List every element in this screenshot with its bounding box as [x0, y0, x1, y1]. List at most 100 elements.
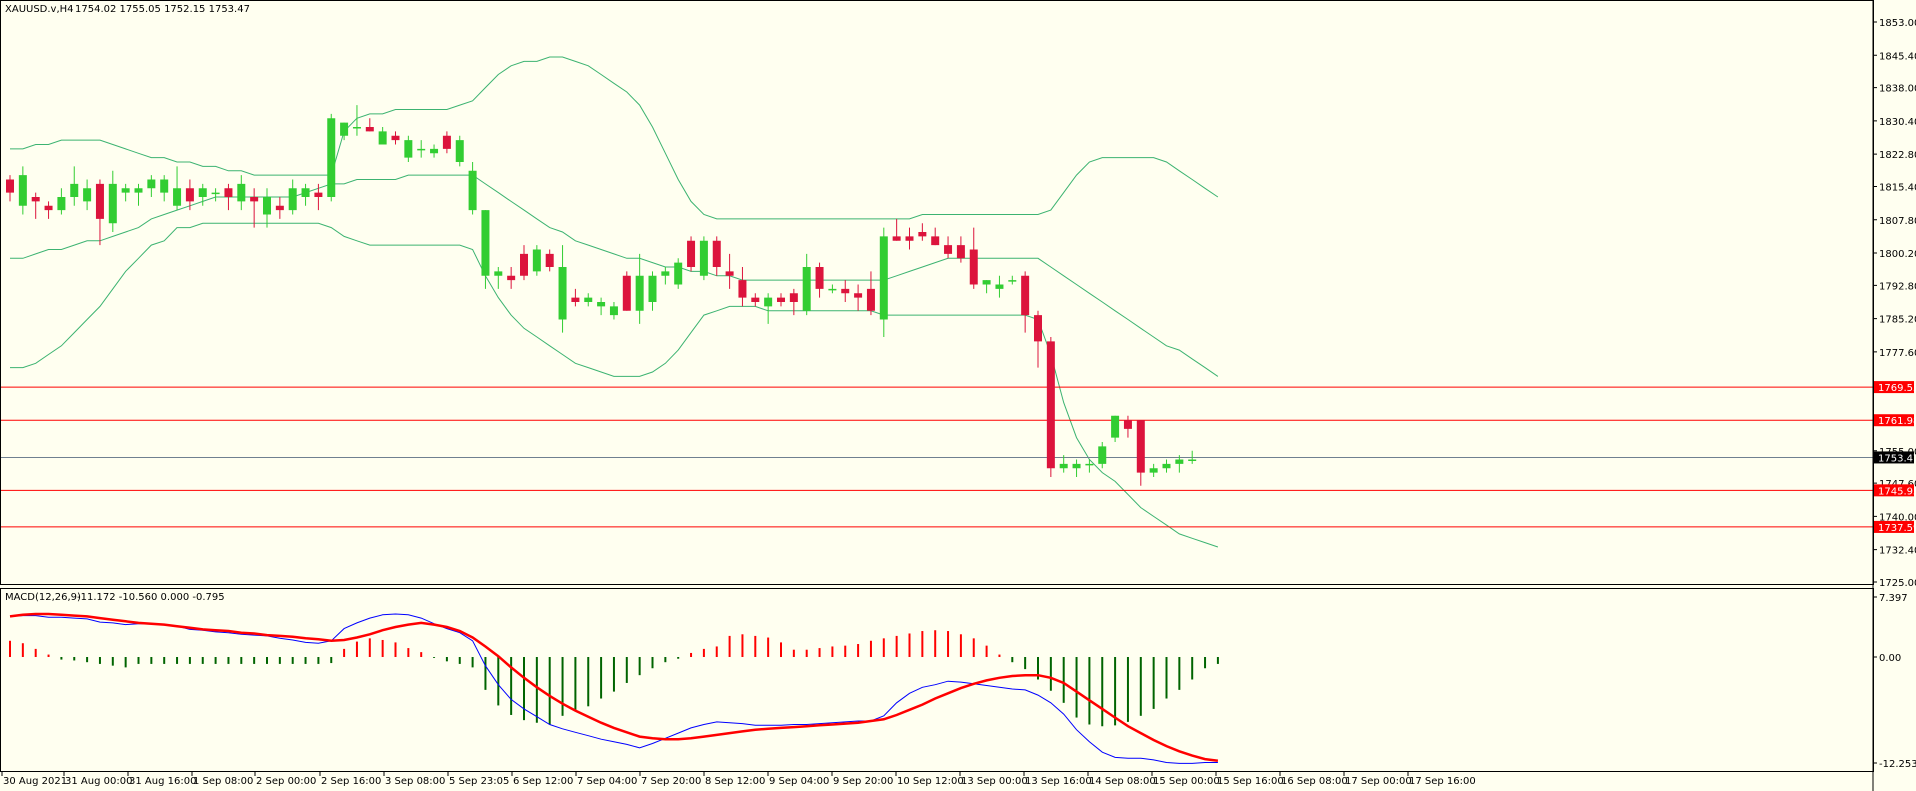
candle-body: [44, 205, 53, 211]
candle-body: [404, 140, 413, 158]
current-price-tag: [1874, 451, 1914, 464]
candle-body: [31, 197, 40, 202]
candle-body: [918, 232, 927, 237]
time-tick-label: 2 Sep 16:00: [321, 776, 381, 787]
level-price-tag: [1874, 484, 1914, 497]
candle-body: [520, 253, 528, 276]
candle-body: [597, 302, 606, 307]
candle-body: [301, 188, 310, 197]
time-tick-label: 31 Aug 00:00: [65, 776, 132, 787]
candle-body: [1188, 459, 1197, 461]
candle-body: [738, 280, 747, 298]
macd-tick-label: 7.397: [1879, 593, 1908, 604]
candle-body: [1111, 415, 1120, 438]
candle-body: [430, 148, 439, 154]
candle-body: [982, 280, 991, 285]
price-tick-label: 1785.20: [1879, 315, 1916, 326]
candle-body: [712, 240, 721, 267]
time-tick-label: 2 Sep 00:00: [256, 776, 316, 787]
candle-body: [340, 122, 349, 136]
price-axis: 1853.00 1845.40 1838.00 1830.40 1822.80 1815.…: [1873, 18, 1916, 589]
candle-body: [494, 271, 503, 276]
candle-body: [777, 297, 785, 302]
candle-body: [995, 284, 1004, 289]
candle-body: [1021, 275, 1030, 316]
time-tick-label: 7 Sep 20:00: [641, 776, 701, 787]
candle-body: [198, 188, 207, 197]
candle-body: [18, 175, 27, 206]
time-tick-label: 9 Sep 04:00: [769, 776, 829, 787]
macd-tick-label: 0.00: [1879, 653, 1901, 664]
price-tick-label: 1807.80: [1879, 216, 1916, 227]
time-tick-label: 15 Sep 00:00: [1153, 776, 1220, 787]
candle-body: [391, 135, 400, 141]
level-price-label: 1737.59: [1878, 523, 1916, 534]
candle-body: [944, 245, 953, 254]
candle-body: [57, 197, 66, 211]
candle-body: [841, 288, 850, 294]
candle-body: [969, 249, 978, 285]
candle-body: [558, 267, 567, 320]
candle-body: [1175, 459, 1184, 464]
candle-body: [160, 179, 169, 193]
candle-body: [764, 297, 773, 307]
candle-body: [699, 240, 708, 276]
level-price-label: 1761.98: [1878, 416, 1916, 427]
price-tick-label: 1822.80: [1879, 150, 1916, 161]
candle-body: [879, 236, 888, 320]
candle-body: [1149, 468, 1158, 473]
candle-body: [263, 197, 271, 215]
candle-body: [1034, 315, 1042, 342]
candle-body: [327, 118, 336, 197]
price-tick-label: 1830.40: [1879, 117, 1916, 128]
candle-body: [892, 236, 901, 241]
candle-body: [1046, 341, 1055, 469]
candle-body: [314, 192, 323, 197]
candle-body: [365, 127, 374, 132]
price-tick-label: 1732.40: [1879, 546, 1916, 557]
candle-body: [1136, 420, 1145, 473]
candle-body: [1072, 463, 1081, 469]
candle-body: [288, 188, 297, 211]
time-tick-label: 10 Sep 12:00: [897, 776, 964, 787]
candle-body: [661, 271, 670, 276]
candle-body: [134, 188, 143, 193]
candle-body: [725, 271, 734, 276]
candle-body: [545, 253, 554, 267]
macd-axis: 7.397 0.00 -12.253: [1873, 593, 1916, 770]
current-price-label: 1753.47: [1878, 453, 1916, 464]
candle-body: [866, 288, 875, 311]
candle-body: [1059, 463, 1068, 469]
ohlc-values: 1754.02 1755.05 1752.15 1753.47: [75, 4, 250, 15]
macd-values: -11.172 -10.560 0.000 -0.795: [77, 592, 225, 603]
candle-body: [1008, 280, 1017, 282]
time-tick-label: 31 Aug 16:00: [129, 776, 196, 787]
price-tick-label: 1800.20: [1879, 249, 1916, 260]
price-tick-label: 1838.00: [1879, 84, 1916, 95]
time-tick-label: 5 Sep 23:05: [449, 776, 509, 787]
candle-body: [211, 192, 220, 195]
candle-body: [584, 297, 593, 302]
candle-body: [442, 135, 451, 149]
candle-body: [173, 188, 182, 206]
time-tick-label: 1 Sep 08:00: [193, 776, 253, 787]
price-tick-label: 1815.40: [1879, 183, 1916, 194]
candle-body: [6, 179, 14, 193]
candle-body: [854, 293, 863, 298]
candle-body: [481, 210, 490, 276]
candle-body: [1123, 420, 1132, 429]
price-tick-label: 1792.80: [1879, 281, 1916, 292]
candle-body: [571, 297, 580, 302]
candle-body: [507, 275, 516, 281]
candle-body: [622, 275, 631, 311]
time-tick-label: 30 Aug 2021: [3, 776, 67, 787]
chart-frame: [0, 0, 1874, 791]
macd-label: MACD(12,26,9): [5, 592, 81, 603]
candle-body: [1162, 463, 1171, 469]
candle-body: [1098, 446, 1107, 464]
time-tick-label: 17 Sep 16:00: [1409, 776, 1476, 787]
price-tick-label: 1853.00: [1879, 18, 1916, 29]
candle-body: [250, 197, 259, 202]
time-tick-label: 8 Sep 12:00: [705, 776, 765, 787]
